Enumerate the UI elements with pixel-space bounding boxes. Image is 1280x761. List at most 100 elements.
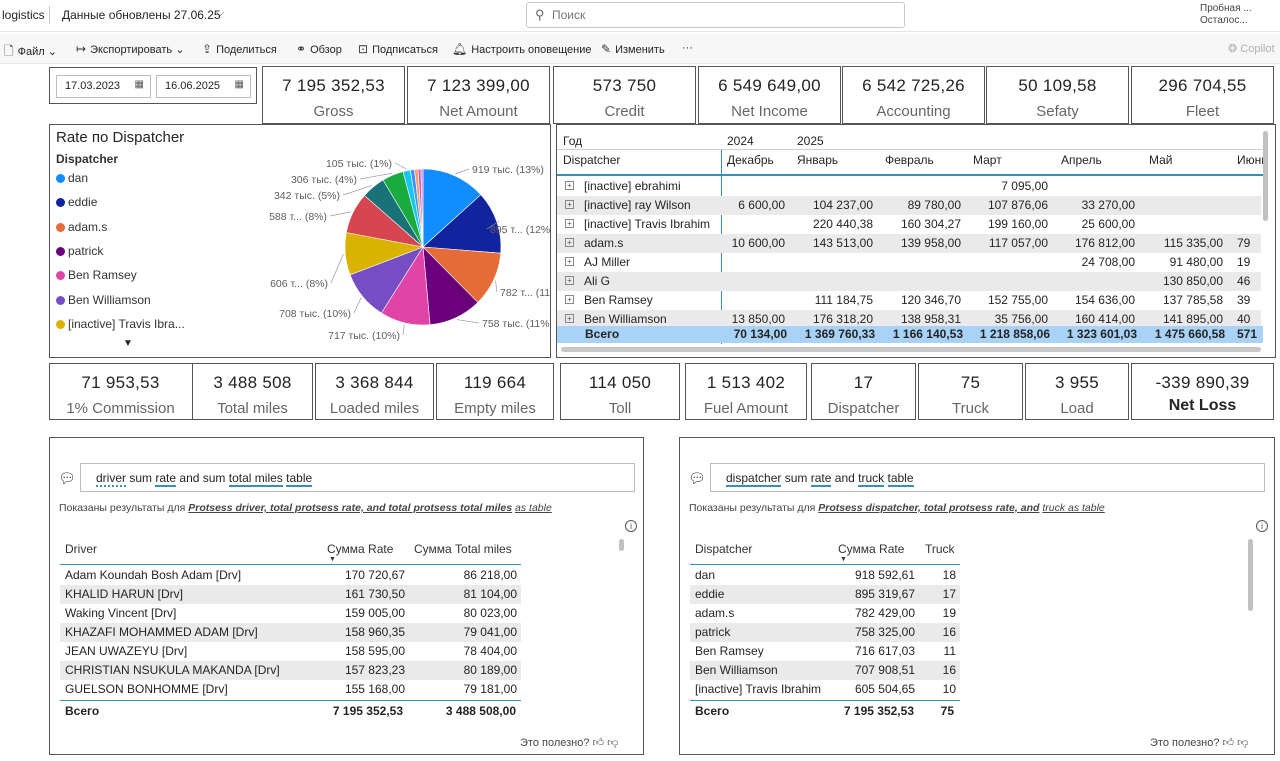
expand-icon[interactable]: + <box>565 314 574 323</box>
info-icon[interactable]: i <box>625 520 637 532</box>
legend-item-adam-s[interactable]: adam.s <box>56 220 107 234</box>
table-row[interactable]: GUELSON BONHOMME [Drv] 155 168,00 79 181,0… <box>60 680 521 699</box>
file-menu[interactable]: 🗋 Файл ⌄ <box>4 42 57 63</box>
table-row[interactable]: Ben Ramsey 716 617,03 11 <box>690 642 960 661</box>
kpi-card-accounting[interactable]: 6 542 725,26 Accounting <box>842 66 985 124</box>
thumbs-up-icon[interactable]: 👍︎ <box>592 737 605 749</box>
qa-chat-icon[interactable]: 💬︎ <box>58 470 76 486</box>
kpi-card-net-amount[interactable]: 7 123 399,00 Net Amount <box>407 66 550 124</box>
expand-icon[interactable]: + <box>565 200 574 209</box>
kpi-card-truck-count[interactable]: 75 Truck <box>918 363 1023 420</box>
matrix-row[interactable]: + adam.s 10 600,00 143 513,00 139 958,00 117 … <box>557 234 1261 253</box>
table-row[interactable]: eddie 895 319,67 17 <box>690 585 960 604</box>
qa-chat-icon[interactable]: 💬︎ <box>688 470 706 486</box>
kpi-card-fleet[interactable]: 296 704,55 Fleet <box>1131 66 1274 124</box>
export-menu[interactable]: ↦ Экспортировать ⌄ <box>76 42 184 56</box>
table-row[interactable]: KHAZAFI MOHAMMED ADAM [Drv] 158 960,35 79 … <box>60 623 521 642</box>
table-row[interactable]: CHRISTIAN NSUKULA MAKANDA [Drv] 157 823,2… <box>60 661 521 680</box>
matrix-row[interactable]: + [inactive] Travis Ibrahim 220 440,38 160 … <box>557 215 1261 234</box>
kpi-card-total-miles[interactable]: 3 488 508 Total miles <box>192 363 313 420</box>
kpi-card-toll[interactable]: 114 050 Toll <box>560 363 680 420</box>
column-header-truck[interactable]: Truck <box>925 542 955 556</box>
qa-query-input[interactable]: dispatcher sum rate and truck table <box>710 463 1265 492</box>
column-header-driver[interactable]: Driver <box>65 542 97 556</box>
chevron-down-icon[interactable]: ⌵ <box>216 7 225 19</box>
vertical-scrollbar[interactable] <box>1263 131 1268 221</box>
month-header[interactable]: Апрель <box>1061 153 1102 167</box>
year-2025-header[interactable]: 2025 <box>797 134 824 148</box>
thumbs-up-icon[interactable]: 👍︎ <box>1222 737 1235 749</box>
info-icon[interactable]: i <box>1256 520 1268 532</box>
table-row[interactable]: adam.s 782 429,00 19 <box>690 604 960 623</box>
table-row[interactable]: JEAN UWAZEYU [Drv] 158 595,00 78 404,00 <box>60 642 521 661</box>
month-header[interactable]: Февраль <box>885 153 934 167</box>
kpi-card-credit[interactable]: 573 750 Credit <box>553 66 696 124</box>
search-input[interactable] <box>552 6 892 24</box>
kpi-card-fuel-amount[interactable]: 1 513 402 Fuel Amount <box>685 363 807 420</box>
column-header-sum-rate[interactable]: Сумма Rate ▼ <box>838 542 904 563</box>
copilot-button[interactable]: ❂ Copilot <box>1228 42 1275 55</box>
table-row[interactable]: Ben Williamson 707 908,51 16 <box>690 661 960 680</box>
kpi-card-safety[interactable]: 50 109,58 Sefaty <box>986 66 1129 124</box>
calendar-icon[interactable]: ▦ <box>134 79 144 90</box>
overview-button[interactable]: ⚭ Обзор <box>296 42 342 56</box>
trial-notice[interactable]: Пробная ... Осталос... <box>1200 3 1252 27</box>
legend-item-dan[interactable]: dan <box>56 171 88 185</box>
date-from-input[interactable]: 17.03.2023 ▦ <box>56 75 151 98</box>
search-box[interactable]: ⚲ <box>526 2 905 28</box>
year-2024-header[interactable]: 2024 <box>727 134 754 148</box>
date-to-input[interactable]: 16.06.2025 ▦ <box>156 75 251 98</box>
legend-item-patrick[interactable]: patrick <box>56 244 103 258</box>
table-row[interactable]: Waking Vincent [Drv] 159 005,00 80 023,00 <box>60 604 521 623</box>
share-button[interactable]: ⇪ Поделиться <box>202 42 277 56</box>
edit-button[interactable]: ✎ Изменить <box>601 42 665 56</box>
kpi-card-gross[interactable]: 7 195 352,53 Gross <box>262 66 405 124</box>
caret-down-icon[interactable]: ▼ <box>123 338 133 349</box>
qa-query-input[interactable]: driver sum rate and sum total miles tabl… <box>80 463 635 492</box>
column-header-sum-rate[interactable]: Сумма Rate ▼ <box>327 542 393 563</box>
kpi-card-empty-miles[interactable]: 119 664 Empty miles <box>436 363 554 420</box>
legend-item-ben-ramsey[interactable]: Ben Ramsey <box>56 268 137 282</box>
legend-item-travis-ibrahim[interactable]: [inactive] Travis Ibra... <box>56 317 185 331</box>
result-suffix[interactable]: truck as table <box>1042 502 1105 514</box>
kpi-card-dispatcher-count[interactable]: 17 Dispatcher <box>811 363 916 420</box>
pie-slice[interactable] <box>422 194 502 254</box>
subscribe-button[interactable]: ⊡ Подписаться <box>358 42 438 56</box>
kpi-card-load-count[interactable]: 3 955 Load <box>1025 363 1129 420</box>
expand-icon[interactable]: + <box>565 238 574 247</box>
kpi-card-net-loss[interactable]: -339 890,39 Net Loss <box>1131 363 1274 420</box>
calendar-icon[interactable]: ▦ <box>234 79 244 90</box>
app-name[interactable]: logistics <box>2 8 45 22</box>
more-options-button[interactable]: ··· <box>682 42 693 54</box>
expand-icon[interactable]: + <box>565 181 574 190</box>
matrix-table-panel[interactable]: Год 2024 2025 Dispatcher Декабрь Январь … <box>556 124 1276 358</box>
column-header-dispatcher[interactable]: Dispatcher <box>695 542 753 556</box>
pie-slice[interactable] <box>420 168 424 248</box>
legend-item-ben-williamson[interactable]: Ben Williamson <box>56 293 151 307</box>
month-header[interactable]: Декабрь <box>727 153 774 167</box>
expand-icon[interactable]: + <box>565 219 574 228</box>
matrix-row[interactable]: + Ben Ramsey 111 184,75 120 346,70 152 755,0… <box>557 291 1261 310</box>
month-header[interactable]: Март <box>973 153 1002 167</box>
pie-chart[interactable]: 919 тыс. (13%) 895 т... (12%) 782 т... (11… <box>210 153 550 353</box>
kpi-card-net-income[interactable]: 6 549 649,00 Net Income <box>698 66 841 124</box>
thumbs-down-icon[interactable]: 👎︎ <box>1237 737 1249 749</box>
matrix-row[interactable]: + Ben Williamson 13 850,00 176 318,20 138 95… <box>557 310 1261 329</box>
pie-slice[interactable] <box>422 168 482 248</box>
table-row[interactable]: KHALID HARUN [Drv] 161 730,50 81 104,00 <box>60 585 521 604</box>
table-row[interactable]: patrick 758 325,00 16 <box>690 623 960 642</box>
matrix-row[interactable]: + [inactive] ray Wilson 6 600,00 104 237,00… <box>557 196 1261 215</box>
result-interpretation[interactable]: Protsess driver, total protsess rate, an… <box>188 502 513 514</box>
table-row[interactable]: [inactive] Travis Ibrahim 605 504,65 10 <box>690 680 960 699</box>
result-suffix[interactable]: as table <box>515 502 552 514</box>
expand-icon[interactable]: + <box>565 295 574 304</box>
kpi-card-loaded-miles[interactable]: 3 368 844 Loaded miles <box>315 363 434 420</box>
dispatcher-column-header[interactable]: Dispatcher <box>563 153 621 167</box>
month-header[interactable]: Май <box>1149 153 1173 167</box>
table-row[interactable]: Adam Koundah Bosh Adam [Drv] 170 720,67 86… <box>60 566 521 585</box>
pie-chart-panel[interactable]: Rate по Dispatcher Dispatcher dan eddie … <box>49 124 551 358</box>
expand-icon[interactable]: + <box>565 257 574 266</box>
set-alert-button[interactable]: 🔔︎ Настроить оповещение <box>452 42 591 56</box>
column-header-sum-total-miles[interactable]: Сумма Total miles <box>414 542 512 556</box>
vertical-scrollbar[interactable] <box>619 539 624 551</box>
